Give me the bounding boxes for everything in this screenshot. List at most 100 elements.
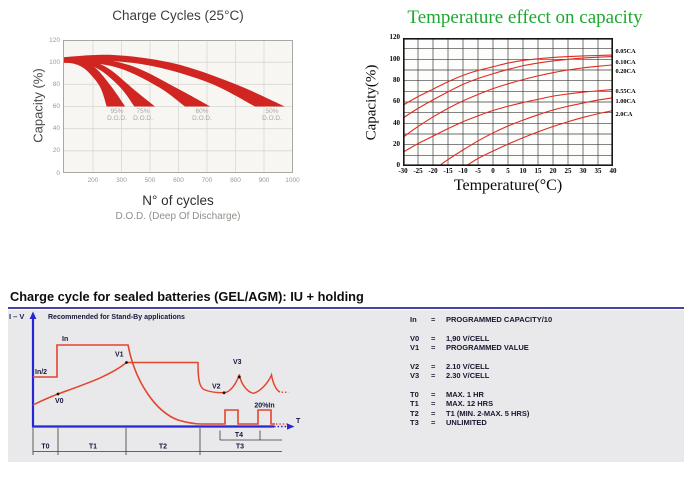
- legend-value: UNLIMITED: [446, 418, 487, 427]
- legend-row: T3 = UNLIMITED: [410, 418, 670, 428]
- x-tick-label: 40: [609, 167, 617, 175]
- legend-row: V0 = 1,90 V/CELL: [410, 334, 670, 344]
- point-markers: [56, 361, 241, 396]
- in-label: In: [62, 336, 68, 343]
- plot-border: [63, 40, 293, 173]
- capacity-curve-1.00CA: [438, 97, 613, 166]
- y-tick-label: 120: [49, 36, 60, 44]
- y-tick-label: 40: [52, 125, 60, 133]
- t4-label: T4: [235, 432, 243, 439]
- y-tick-label: 100: [49, 58, 60, 66]
- current-curve: [33, 344, 287, 425]
- x-tick-label: -20: [428, 167, 438, 175]
- chart-title: Temperature effect on capacity: [407, 7, 643, 28]
- plot-border: [403, 38, 613, 166]
- v1-label: V1: [115, 352, 124, 359]
- voltage-curve: [32, 361, 289, 406]
- x-tick-label: -25: [413, 167, 423, 175]
- legend-row: T2 = T1 (MIN. 2-MAX. 5 HRS): [410, 409, 670, 419]
- series-label: 2.0CA: [615, 111, 633, 119]
- y-axis-label: Capacity(%): [363, 64, 380, 141]
- capacity-curve-0.20CA: [403, 64, 613, 138]
- y-tick-label: 80: [52, 80, 60, 88]
- x-tick-label: 20: [549, 167, 557, 175]
- v2-point: [222, 391, 226, 395]
- legend-row: V3 = 2.30 V/CELL: [410, 371, 670, 381]
- t-axis-label: T: [296, 418, 301, 425]
- iv-axis-label: I – V: [9, 312, 24, 321]
- dod-band: [63, 57, 211, 107]
- legend-symbol: V2: [410, 361, 420, 371]
- x-tick-label: 10: [519, 167, 527, 175]
- legend-value: PROGRAMMED VALUE: [446, 343, 529, 352]
- t3-label: T3: [236, 444, 244, 451]
- x-axis-label: N° of cycles: [142, 193, 214, 208]
- series-label: 0.05CA: [615, 48, 636, 56]
- series-label: 0.10CA: [615, 58, 636, 66]
- t2-label: T2: [159, 444, 167, 451]
- capacity-curve-0.55CA: [403, 88, 613, 153]
- y-tick-label: 0: [56, 169, 60, 177]
- x-tick-label: 500: [144, 177, 156, 184]
- x-tick-label: 30: [579, 167, 587, 175]
- temperature-effect-chart: Temperature effect on capacity Capacity(…: [345, 0, 690, 215]
- x-tick-label: 5: [506, 167, 510, 175]
- chart-caption: D.O.D. (Deep Of Discharge): [115, 211, 241, 222]
- y-tick-label: 100: [389, 54, 401, 63]
- x-tick-label: 300: [116, 177, 127, 184]
- legend-symbol: T3: [410, 418, 419, 427]
- y-tick-label: 80: [393, 75, 400, 84]
- x-tick-label: 25: [564, 167, 572, 175]
- pulse-label: 20%In: [254, 403, 274, 410]
- diagram-note: Recommended for Stand-By applications: [48, 314, 185, 321]
- x-tick-label: 800: [230, 177, 241, 184]
- legend-row: In = PROGRAMMED CAPACITY/10: [410, 315, 670, 325]
- legend-row: T0 = MAX. 1 HR: [410, 390, 670, 400]
- axis-arrow-right-icon: [287, 423, 295, 430]
- capacity-curve-0.10CA: [403, 56, 613, 119]
- legend-value: MAX. 12 HRS: [446, 399, 494, 408]
- dod-band: [63, 54, 285, 107]
- capacity-curve-0.05CA: [403, 54, 613, 106]
- charge-profile-diagram: I – V Recommended for Stand-By applicati…: [9, 311, 301, 455]
- y-tick-label: 0: [396, 161, 401, 170]
- legend-group: In = PROGRAMMED CAPACITY/10: [410, 315, 670, 325]
- y-tick-label: 120: [389, 33, 401, 42]
- v3-label: V3: [233, 359, 242, 366]
- x-tick-label: 200: [87, 177, 99, 184]
- y-tick-label: 60: [52, 103, 60, 110]
- series-label: 0.55CA: [615, 87, 636, 95]
- y-tick-label: 20: [52, 147, 60, 155]
- legend-equals: =: [431, 343, 436, 352]
- charge-cycles-chart: Charge Cycles (25°C) Capacity (%) N° of …: [0, 0, 345, 232]
- legend-symbol: T1: [410, 399, 419, 408]
- legend-equals: =: [431, 315, 436, 324]
- legend-equals: =: [431, 399, 436, 408]
- legend-group: V0 = 1,90 V/CELL V1 = PROGRAMMED VALUE: [410, 334, 670, 353]
- legend-equals: =: [431, 389, 436, 399]
- x-tick-label: -5: [475, 167, 481, 175]
- legend-value: MAX. 1 HR: [446, 389, 484, 399]
- x-tick-label: 900: [258, 177, 270, 184]
- legend-symbol: V1: [410, 343, 420, 352]
- charge-cycles-plot: [63, 40, 293, 173]
- x-tick-label: 15: [534, 167, 542, 175]
- time-ruler: [32, 428, 282, 455]
- diagram-panel: I – V Recommended for Stand-By applicati…: [8, 310, 684, 462]
- legend-group: T0 = MAX. 1 HR T1 = MAX. 12 HRS T2 = T1 (MIN. 2-…: [410, 390, 670, 428]
- v0-point: [56, 392, 60, 396]
- y-tick-label: 60: [393, 97, 400, 106]
- x-tick-label: 600: [173, 177, 184, 184]
- x-tick-label: -15: [443, 167, 453, 175]
- legend-row: V1 = PROGRAMMED VALUE: [410, 343, 670, 353]
- y-tick-label: 40: [393, 118, 400, 127]
- v3-point: [237, 375, 241, 379]
- x-tick-label: 700: [201, 177, 213, 184]
- legend: In = PROGRAMMED CAPACITY/10 V0 = 1,90 V/CELL V…: [410, 315, 670, 437]
- legend-symbol: V3: [410, 371, 420, 380]
- legend-row: V2 = 2.10 V/CELL: [410, 362, 670, 372]
- x-tick-label: 35: [594, 167, 602, 175]
- legend-symbol: T2: [410, 408, 419, 418]
- legend-value: PROGRAMMED CAPACITY/10: [446, 315, 553, 324]
